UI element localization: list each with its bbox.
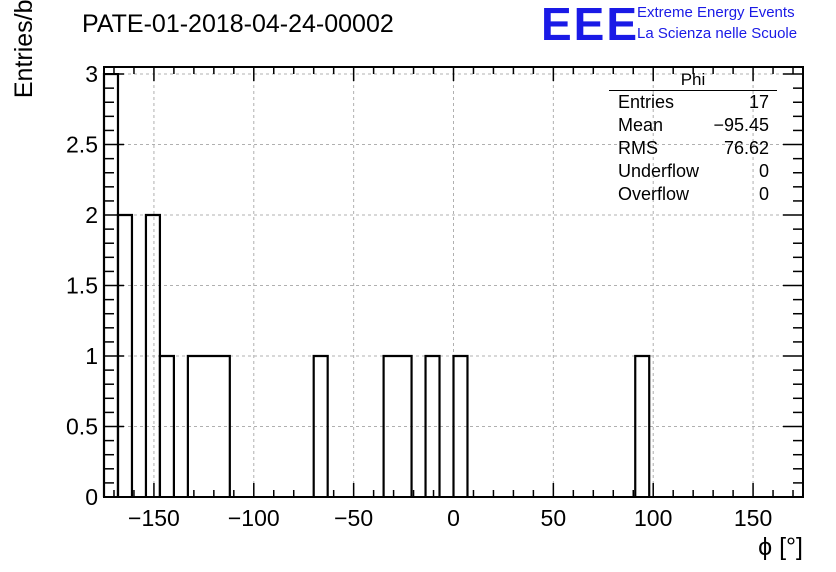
y-tick-label: 2.5 bbox=[66, 132, 98, 158]
eee-logo-line1: Extreme Energy Events bbox=[637, 4, 795, 21]
x-tick-label: 100 bbox=[634, 505, 672, 531]
eee-logo-mark: EEE bbox=[541, 0, 640, 50]
axis-ticks bbox=[104, 67, 803, 498]
y-tick-label: 1 bbox=[85, 343, 98, 369]
histogram-bin bbox=[634, 354, 651, 497]
stats-row-overflow: Overflow 0 bbox=[609, 183, 777, 206]
stats-row-underflow: Underflow 0 bbox=[609, 160, 777, 183]
histogram-bin bbox=[158, 354, 175, 497]
stats-rms-value: 76.62 bbox=[723, 138, 769, 158]
axis-tick-labels: −150 −100 −50 0 50 100 150 0 0.5 1 1.5 2 2.5 3 bbox=[66, 61, 772, 531]
stats-box: Phi Entries 17 Mean −95.45 RMS 76.62 Und… bbox=[609, 70, 777, 210]
stats-overflow-value: 0 bbox=[758, 184, 769, 204]
y-tick-label: 3 bbox=[85, 61, 98, 87]
stats-row-entries: Entries 17 bbox=[609, 91, 777, 114]
x-tick-label: −100 bbox=[228, 505, 280, 531]
stats-entries-value: 17 bbox=[748, 92, 769, 112]
histogram-bin bbox=[452, 354, 469, 497]
y-tick-label: 1.5 bbox=[66, 273, 98, 299]
plot-title: PATE-01-2018-04-24-00002 bbox=[82, 10, 394, 38]
x-tick-label: 0 bbox=[447, 505, 460, 531]
eee-logo-line2: La Scienza nelle Scuole bbox=[637, 25, 798, 42]
x-tick-label: −150 bbox=[128, 505, 180, 531]
stats-row-mean: Mean −95.45 bbox=[609, 114, 777, 137]
stats-underflow-value: 0 bbox=[758, 161, 769, 181]
stats-title: Phi bbox=[680, 70, 706, 89]
y-axis-label: Entries/bin bbox=[10, 0, 38, 99]
stats-underflow-label: Underflow bbox=[618, 161, 700, 181]
x-tick-label: −50 bbox=[334, 505, 373, 531]
y-tick-label: 0 bbox=[85, 484, 98, 510]
stats-mean-value: −95.45 bbox=[713, 115, 769, 135]
stats-rms-label: RMS bbox=[618, 138, 658, 158]
histogram-bin bbox=[382, 354, 413, 497]
histogram-bin bbox=[186, 354, 231, 497]
x-axis-label: ϕ [°] bbox=[758, 533, 803, 561]
histogram-bin bbox=[312, 354, 329, 497]
y-tick-label: 2 bbox=[85, 202, 98, 228]
x-tick-label: 50 bbox=[541, 505, 567, 531]
stats-mean-label: Mean bbox=[618, 115, 664, 135]
stats-divider bbox=[609, 90, 777, 91]
stats-overflow-label: Overflow bbox=[618, 184, 690, 204]
y-tick-label: 0.5 bbox=[66, 414, 98, 440]
x-tick-label: 150 bbox=[734, 505, 772, 531]
histogram-bin bbox=[424, 354, 441, 497]
stats-row-rms: RMS 76.62 bbox=[609, 137, 777, 160]
stats-entries-label: Entries bbox=[618, 92, 675, 112]
